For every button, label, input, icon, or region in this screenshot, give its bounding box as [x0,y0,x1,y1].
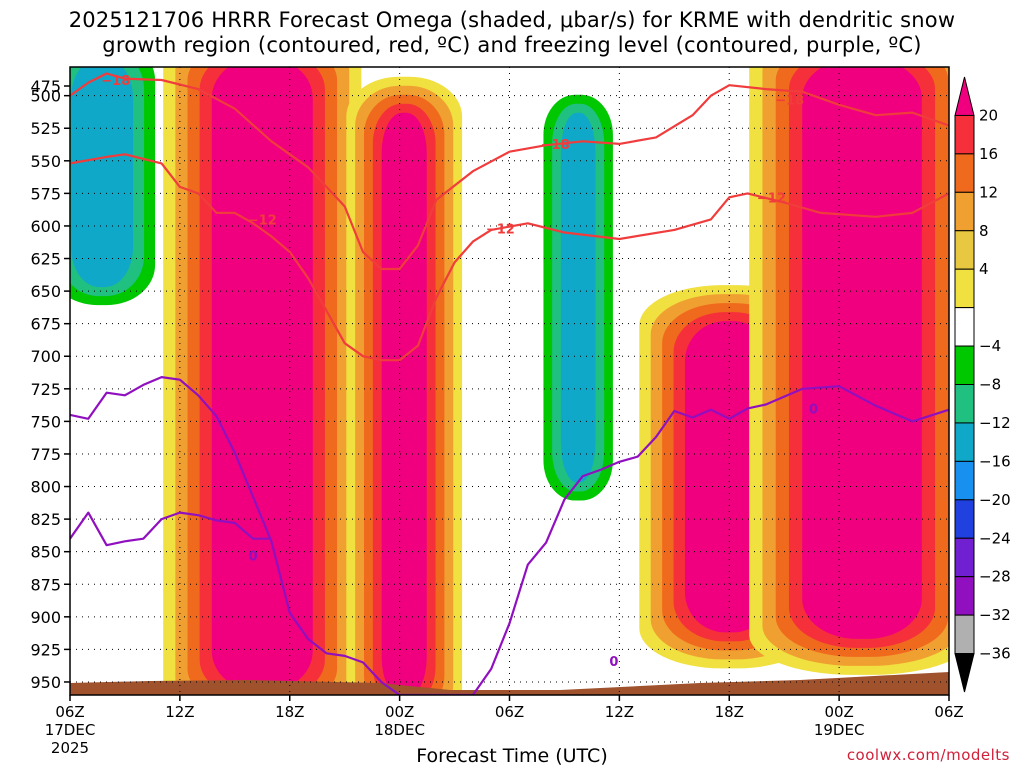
temperature-contours: −18 −12 −12 −18 −18 −12 0 0 0 [70,72,949,695]
x-tick-label: 12Z [165,703,194,721]
y-tick-label: 875 [30,575,61,594]
x-tick-date: 18DEC [374,721,425,739]
y-tick-label: 950 [30,673,61,692]
colorbar-label: −36 [979,645,1011,663]
y-tick-label: 475 [30,77,61,96]
x-tick-label: 06Z [55,703,84,721]
colorbar-segment [954,191,975,232]
colorbar-segment [954,499,975,539]
x-axis-title: Forecast Time (UTC) [416,745,608,767]
colorbar-label: 4 [979,260,989,278]
colorbar-label: −4 [979,337,1001,355]
contour-label: −18 [775,94,804,109]
y-tick-label: 850 [30,543,61,562]
y-tick-label: 700 [30,347,61,366]
omega-band [381,112,427,695]
colorbar-segment [954,268,975,309]
x-tick-label: 06Z [934,703,963,721]
y-tick-label: 525 [30,119,61,138]
colorbar-label: −20 [979,491,1011,509]
colorbar-segment [954,460,975,501]
contour-label: −18 [101,74,130,89]
colorbar-segment [954,537,975,578]
y-tick-label: 775 [30,445,61,464]
y-tick-label: 500 [30,87,61,106]
x-tick-date: 19DEC [814,721,865,739]
x-tick-label: 00Z [824,703,853,721]
x-tick-label: 12Z [605,703,634,721]
y-tick-label: 625 [30,250,61,269]
colorbar-label: −32 [979,606,1011,624]
colorbar-segment [954,345,975,385]
colorbar-label: −8 [979,376,1001,394]
y-tick-label: 800 [30,478,61,497]
x-tick-label: 06Z [495,703,524,721]
grid-lines [69,67,950,695]
contour-label: 0 [609,655,618,670]
y-tick-label: 650 [30,282,61,301]
colorbar-label: −28 [979,568,1011,586]
x-tick-label: 00Z [385,703,414,721]
contour-label: −12 [248,213,277,228]
colorbar-segment [954,76,975,116]
omega-cell-rising [346,76,463,695]
omega-shading [70,67,949,695]
x-tick-year: 2025 [51,739,89,757]
colorbar-segment [954,230,975,270]
chart-title-line-1: 2025121706 HRRR Forecast Omega (shaded, … [68,8,956,32]
contour-label: −12 [757,191,786,206]
contour-label: −12 [486,223,515,238]
omega-cell-sinking [543,94,613,501]
contour-label: 0 [809,402,818,417]
contour--12 [70,153,949,362]
colorbar-segment [954,307,975,347]
omega-cell-sinking [70,67,156,306]
colorbar-segment [954,153,975,193]
colorbar-label: 16 [979,145,998,163]
omega-band [211,67,313,691]
colorbar: 20 16 12 8 4 −4 −8 −12 −16 −20 −24 −28 −32 −36 [954,76,1011,693]
y-tick-label: 825 [30,510,61,529]
colorbar-segment [954,653,975,693]
y-tick-label: 900 [30,608,61,627]
colorbar-label: 12 [979,183,998,201]
y-tick-label: 750 [30,412,61,431]
omega-cell-rising [749,67,949,675]
colorbar-segment [954,114,975,155]
chart-title-line-2: growth region (contoured, red, ºC) and f… [102,33,922,57]
x-tick-date: 17DEC [45,721,96,739]
colorbar-segment [954,576,975,616]
y-tick-label: 925 [30,640,61,659]
colorbar-label: −24 [979,529,1011,547]
x-tick-label: 18Z [715,703,744,721]
credit-link[interactable]: coolwx.com/modelts [846,746,1010,764]
x-tick-label: 18Z [275,703,304,721]
colorbar-segment [954,614,975,655]
colorbar-label: 20 [979,106,998,124]
colorbar-label: −12 [979,414,1011,432]
y-tick-label: 675 [30,315,61,334]
contour-label: 0 [249,550,258,565]
colorbar-label: 8 [979,222,989,240]
colorbar-label: −16 [979,452,1011,470]
terrain-ground [70,672,949,695]
y-tick-label: 725 [30,380,61,399]
contour--18 [70,72,949,271]
contour-label: −18 [541,138,570,153]
omega-band [560,112,596,483]
y-tick-label: 600 [30,217,61,236]
omega-cell-rising [163,67,362,695]
omega-band [802,67,922,639]
omega-band [71,67,134,288]
contour-0 [70,376,949,695]
y-tick-label: 575 [30,184,61,203]
colorbar-segment [954,384,975,424]
contour-0-lower [70,511,272,547]
colorbar-segment [954,422,975,462]
y-tick-label: 550 [30,152,61,171]
